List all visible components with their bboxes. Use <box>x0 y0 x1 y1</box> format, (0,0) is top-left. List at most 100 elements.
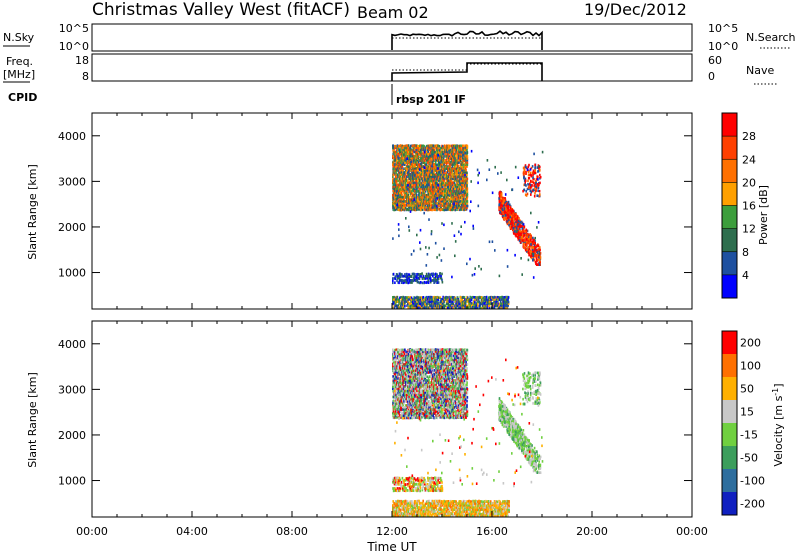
data-cell <box>460 145 462 148</box>
data-cell <box>392 277 394 280</box>
data-cell <box>400 276 402 279</box>
data-cell <box>402 296 404 299</box>
nsky-tick-top: 10^5 <box>59 22 89 35</box>
cpid-label: CPID <box>8 91 37 104</box>
data-cell <box>527 193 529 196</box>
data-cell <box>532 241 534 244</box>
freq-tick-bottom: 8 <box>82 70 89 83</box>
data-cell <box>521 225 523 228</box>
nsky-tick-bottom: 10^0 <box>59 40 89 53</box>
data-cell <box>443 155 445 158</box>
data-cell <box>536 259 538 262</box>
data-cell <box>397 173 399 176</box>
data-cell <box>404 305 406 308</box>
data-cell <box>532 189 534 192</box>
data-cell <box>525 229 527 232</box>
data-cell <box>420 281 422 284</box>
data-cell <box>422 282 424 285</box>
station-title: Christmas Valley West (fitACF) <box>92 0 350 20</box>
data-cell <box>392 280 394 283</box>
data-cell <box>539 263 541 266</box>
data-cell <box>518 234 520 237</box>
data-cell <box>515 213 517 216</box>
data-cell <box>534 187 536 190</box>
data-cell <box>467 190 469 193</box>
data-cell <box>412 153 414 156</box>
data-cell <box>416 194 418 197</box>
freq-tick-top: 18 <box>75 54 89 67</box>
data-cell <box>395 275 397 278</box>
data-cell <box>531 175 533 178</box>
date-label: 19/Dec/2012 <box>584 0 687 19</box>
data-cell <box>455 209 457 212</box>
nave-tick-bottom: 0 <box>708 70 715 83</box>
data-cell <box>466 149 468 152</box>
data-cell <box>537 183 539 186</box>
data-cell <box>486 296 488 299</box>
data-cell <box>525 190 527 193</box>
data-cell <box>408 144 410 147</box>
nsearch-label: N.Search <box>746 31 796 44</box>
data-cell <box>467 145 469 148</box>
data-cell <box>536 194 538 197</box>
data-cell <box>406 176 408 179</box>
data-cell <box>411 275 413 278</box>
data-cell <box>539 249 541 252</box>
data-cell <box>508 301 510 304</box>
data-cell <box>433 273 435 276</box>
data-cell <box>438 277 440 280</box>
data-cell <box>419 180 421 183</box>
data-cell <box>407 279 409 282</box>
data-cell <box>392 144 394 147</box>
data-cell <box>535 261 537 264</box>
data-cell <box>438 281 440 284</box>
data-cell <box>401 194 403 197</box>
data-cell <box>532 176 534 179</box>
nsky-right-tick-bottom: 10^0 <box>708 40 738 53</box>
cpid-value: rbsp 201 IF <box>396 93 466 106</box>
freq-unit-label: [MHz] <box>3 68 35 81</box>
nave-label: Nave <box>746 64 774 77</box>
data-cell <box>404 273 406 276</box>
data-cell <box>537 263 539 266</box>
data-cell <box>510 222 512 225</box>
data-cell <box>467 155 469 158</box>
freq-label: Freq. <box>6 55 33 68</box>
data-cell <box>402 166 404 169</box>
data-cell <box>455 159 457 162</box>
data-cell <box>499 191 501 194</box>
data-cell <box>530 193 532 196</box>
data-cell <box>394 281 396 284</box>
nsky-label: N.Sky <box>3 31 35 44</box>
data-cell <box>467 151 469 154</box>
data-cell <box>428 281 430 284</box>
data-cell <box>520 233 522 236</box>
data-cell <box>528 186 530 189</box>
data-cell <box>467 161 469 164</box>
data-cell <box>524 172 526 175</box>
freq-trace <box>392 63 542 81</box>
data-cell <box>508 296 510 299</box>
nsky-right-tick-top: 10^5 <box>708 22 738 35</box>
data-cell <box>466 172 468 175</box>
data-cell <box>539 190 541 193</box>
data-cell <box>535 189 537 192</box>
data-cell <box>467 200 469 203</box>
data-cell <box>458 299 460 302</box>
data-cell <box>530 189 532 192</box>
data-cell <box>527 180 529 183</box>
data-cell <box>527 248 529 251</box>
nsky-trace <box>392 31 542 50</box>
data-cell <box>525 166 527 169</box>
data-cell <box>538 244 540 247</box>
data-cell <box>398 282 400 285</box>
data-cell <box>533 181 535 184</box>
data-cell <box>534 195 536 198</box>
data-cell <box>504 218 506 221</box>
data-cell <box>539 169 541 172</box>
nave-tick-top: 60 <box>708 54 722 67</box>
data-cell <box>517 236 519 239</box>
data-cell <box>433 277 435 280</box>
data-cell <box>536 245 538 248</box>
